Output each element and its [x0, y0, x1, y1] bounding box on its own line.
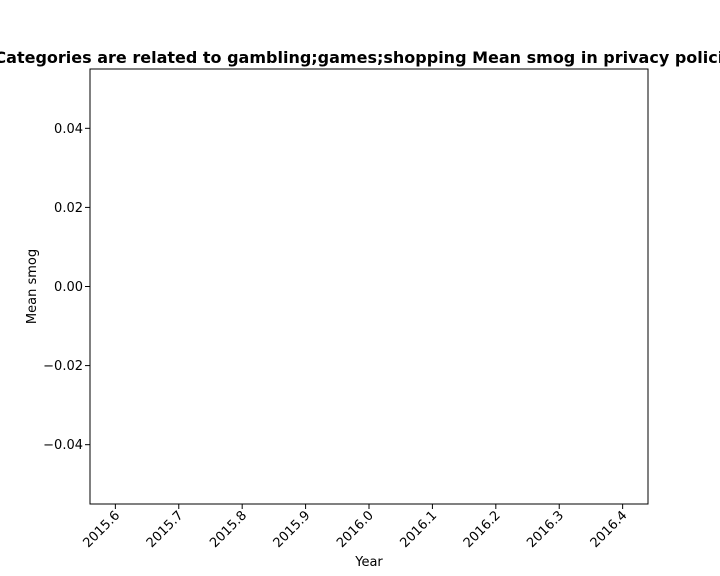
plot-area	[89, 68, 649, 505]
x-tick-label: 2016.2	[461, 508, 504, 551]
x-tick-label: 2016.4	[588, 508, 631, 551]
y-axis-label: Mean smog	[25, 249, 40, 324]
x-tick-label: 2016.3	[524, 508, 567, 551]
x-tick-label: 2016.1	[397, 508, 440, 551]
y-tick-label: 0.00	[54, 280, 83, 295]
y-tick-label: −0.02	[43, 359, 83, 374]
chart-title: Categories are related to gambling;games…	[0, 48, 720, 67]
x-tick-label: 2015.9	[271, 508, 314, 551]
x-tick-label: 2015.7	[144, 508, 187, 551]
x-tick-label: 2015.8	[207, 508, 250, 551]
y-axis: 0.04 0.02 0.00 −0.02 −0.04	[43, 122, 90, 453]
y-tick-label: 0.04	[54, 122, 83, 137]
x-axis-label: Year	[354, 555, 383, 570]
x-axis: 2015.6 2015.7 2015.8 2015.9 2016.0 2016.1 2016…	[80, 504, 630, 551]
y-tick-label: 0.02	[54, 201, 83, 216]
x-tick-label: 2015.6	[80, 508, 123, 551]
y-tick-label: −0.04	[43, 438, 83, 453]
x-tick-label: 2016.0	[334, 508, 377, 551]
